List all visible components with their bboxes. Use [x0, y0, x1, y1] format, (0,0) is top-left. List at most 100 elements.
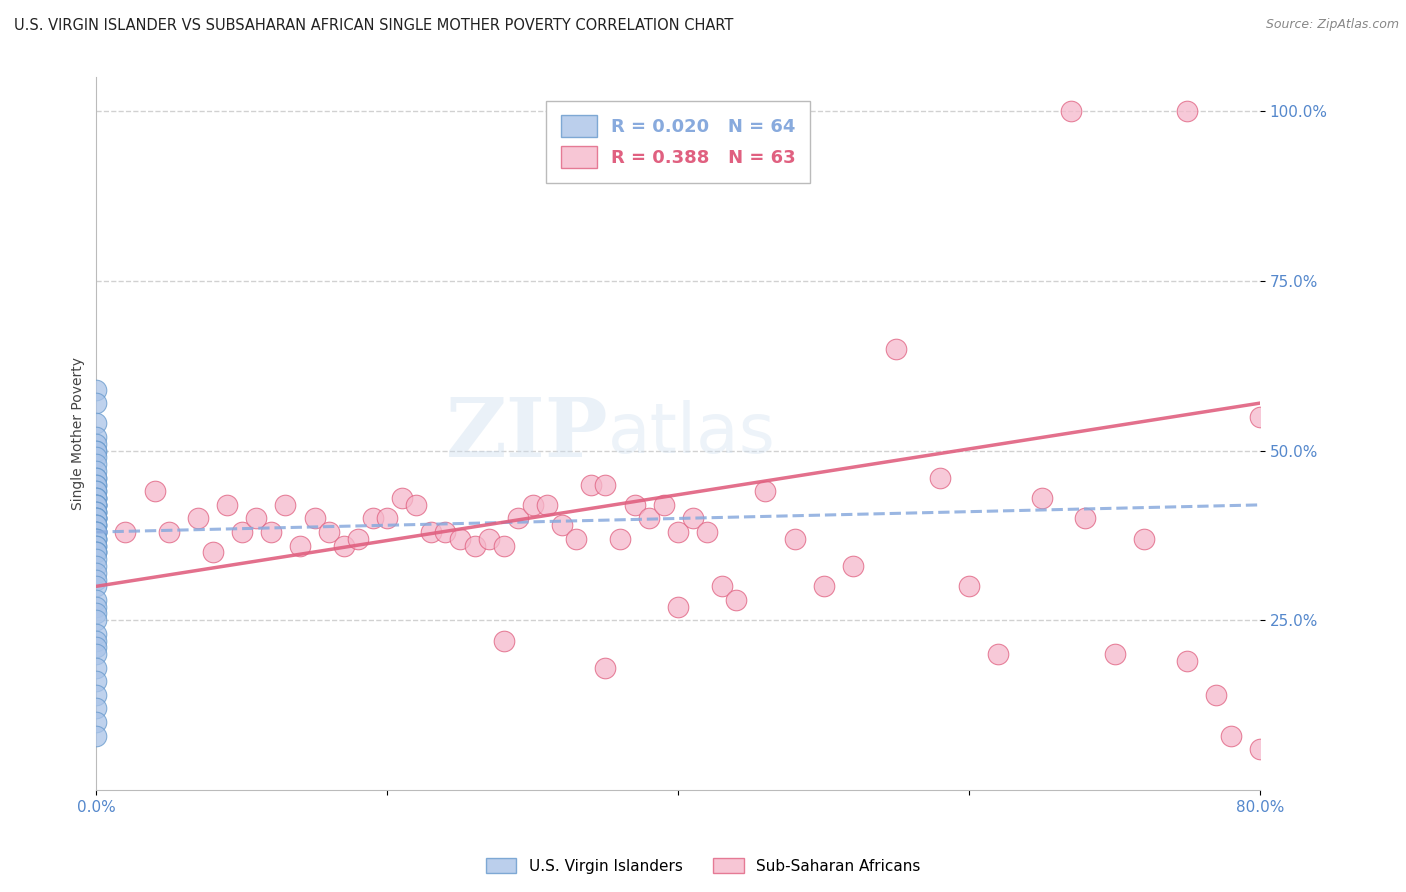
Point: [86, 471, 108, 485]
Point: [86, 498, 108, 512]
Point: [86, 443, 108, 458]
Point: [231, 524, 253, 539]
Point: [86, 484, 108, 499]
Point: [595, 661, 617, 675]
Point: [86, 640, 108, 655]
Point: [86, 396, 108, 410]
Point: [1074, 511, 1097, 525]
Point: [536, 498, 558, 512]
Point: [86, 613, 108, 627]
Point: [304, 511, 326, 525]
Point: [86, 674, 108, 689]
Point: [86, 573, 108, 587]
Point: [551, 518, 574, 533]
Point: [1205, 688, 1227, 702]
Point: [1219, 729, 1241, 743]
Point: [86, 511, 108, 525]
Point: [710, 579, 733, 593]
Point: [86, 505, 108, 519]
Point: [86, 524, 108, 539]
Point: [86, 511, 108, 525]
Point: [86, 532, 108, 546]
Point: [86, 498, 108, 512]
Point: [86, 566, 108, 580]
Point: [86, 484, 108, 499]
Point: [157, 524, 180, 539]
Point: [609, 532, 631, 546]
Point: [86, 437, 108, 451]
Point: [666, 524, 689, 539]
Point: [492, 539, 515, 553]
Text: Source: ZipAtlas.com: Source: ZipAtlas.com: [1265, 18, 1399, 31]
Point: [143, 484, 166, 499]
Point: [1249, 409, 1271, 424]
Point: [86, 471, 108, 485]
Point: [114, 524, 136, 539]
Point: [86, 498, 108, 512]
Point: [86, 491, 108, 505]
Point: [86, 661, 108, 675]
Point: [260, 524, 283, 539]
Text: U.S. VIRGIN ISLANDER VS SUBSAHARAN AFRICAN SINGLE MOTHER POVERTY CORRELATION CHA: U.S. VIRGIN ISLANDER VS SUBSAHARAN AFRIC…: [14, 18, 734, 33]
Point: [86, 511, 108, 525]
Point: [274, 498, 297, 512]
Point: [201, 545, 224, 559]
Point: [1104, 647, 1126, 661]
Point: [492, 633, 515, 648]
Point: [595, 477, 617, 491]
Point: [86, 511, 108, 525]
Point: [623, 498, 645, 512]
Point: [187, 511, 209, 525]
Point: [696, 524, 718, 539]
Point: [86, 464, 108, 478]
Point: [86, 607, 108, 621]
Point: [565, 532, 588, 546]
Point: [434, 524, 457, 539]
Point: [957, 579, 980, 593]
Point: [86, 383, 108, 397]
Point: [405, 498, 427, 512]
Point: [449, 532, 471, 546]
Point: [86, 627, 108, 641]
Point: [86, 518, 108, 533]
Point: [86, 532, 108, 546]
Point: [886, 342, 908, 356]
Point: [987, 647, 1010, 661]
Point: [86, 647, 108, 661]
Point: [1249, 742, 1271, 756]
Point: [638, 511, 661, 525]
Point: [86, 558, 108, 573]
Point: [86, 532, 108, 546]
Point: [86, 545, 108, 559]
Point: [86, 579, 108, 593]
Point: [86, 498, 108, 512]
Point: [288, 539, 311, 553]
Point: [361, 511, 384, 525]
Point: [86, 714, 108, 729]
Point: [86, 518, 108, 533]
Point: [652, 498, 675, 512]
Point: [86, 430, 108, 444]
Point: [1175, 654, 1198, 668]
Point: [86, 450, 108, 465]
Point: [522, 498, 544, 512]
Point: [86, 491, 108, 505]
Point: [86, 552, 108, 566]
Point: [86, 457, 108, 471]
Text: atlas: atlas: [609, 401, 776, 467]
Point: [419, 524, 441, 539]
Point: [666, 599, 689, 614]
Point: [813, 579, 835, 593]
Point: [86, 633, 108, 648]
Point: [347, 532, 370, 546]
Point: [318, 524, 340, 539]
Point: [783, 532, 806, 546]
Point: [86, 477, 108, 491]
Point: [86, 701, 108, 715]
Point: [1031, 491, 1053, 505]
Point: [86, 491, 108, 505]
Point: [86, 518, 108, 533]
Point: [391, 491, 413, 505]
Point: [86, 592, 108, 607]
Point: [86, 545, 108, 559]
